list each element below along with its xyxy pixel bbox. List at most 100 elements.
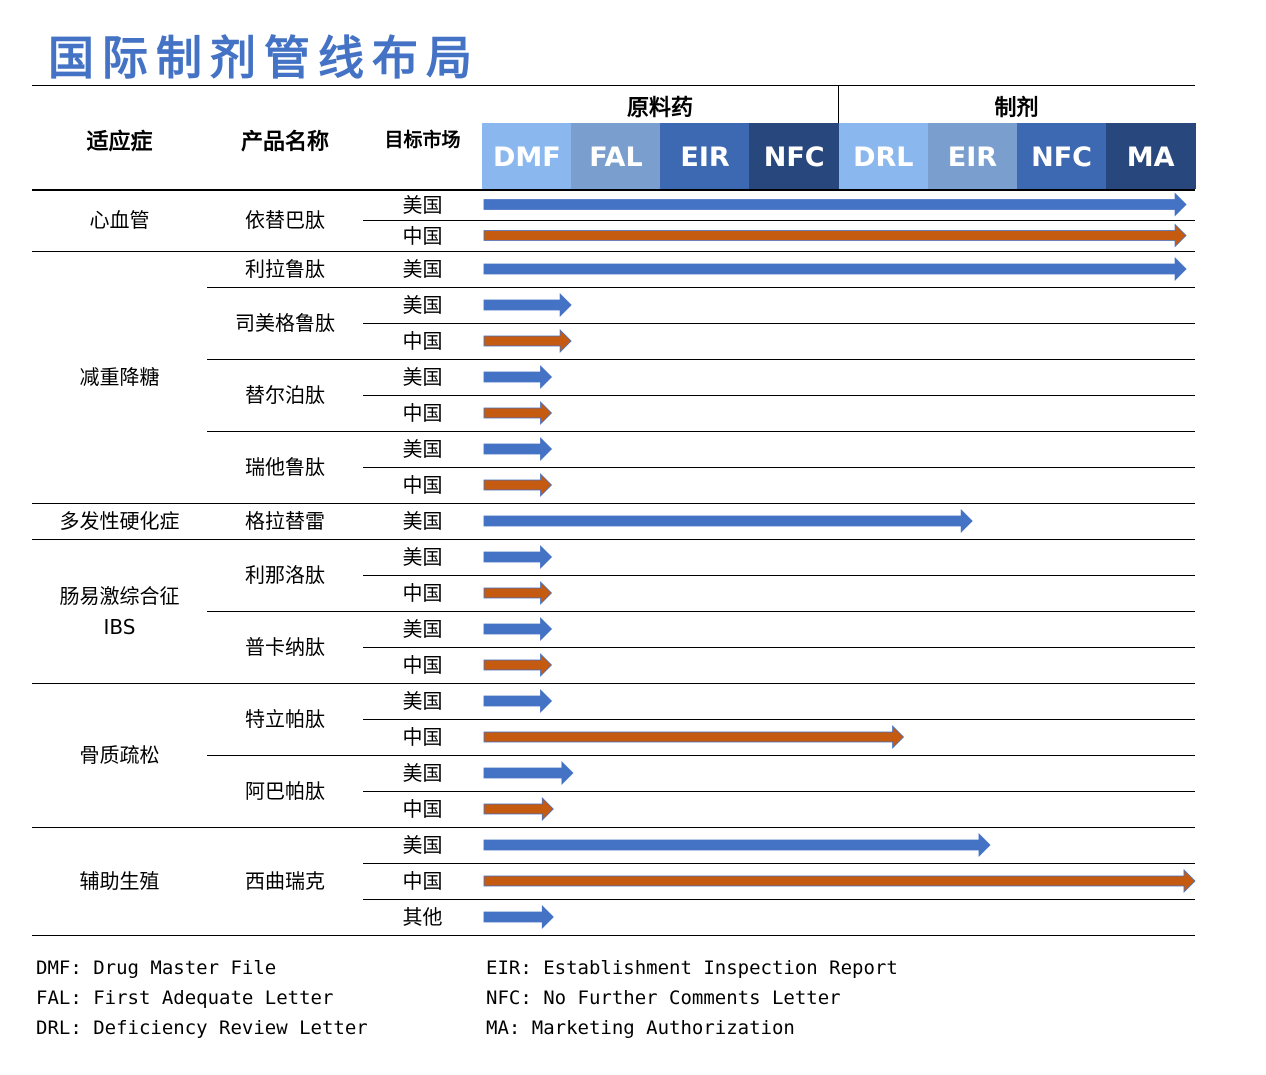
indication-divider	[32, 251, 1195, 252]
market-divider	[363, 220, 1195, 221]
stage-dmf-header: DMF	[482, 123, 572, 189]
indication-name: 心血管	[89, 208, 150, 232]
market-divider	[363, 863, 1195, 864]
market-label: 中国	[402, 653, 443, 677]
stage-eir-header: EIR	[927, 123, 1018, 189]
market-divider	[363, 647, 1195, 648]
progress-arrow-orange	[483, 869, 1196, 893]
legend-dmf: DMF: Drug Master File	[36, 957, 277, 979]
market-label: 美国	[402, 293, 443, 317]
progress-arrow-blue	[483, 192, 1187, 217]
market-label: 中国	[402, 329, 443, 353]
indication-divider	[32, 683, 1195, 684]
progress-arrow-blue	[483, 365, 553, 389]
progress-arrow-orange	[483, 653, 553, 677]
stage-eir-header: EIR	[660, 123, 750, 189]
market-label: 美国	[402, 437, 443, 461]
market-label: 美国	[402, 257, 443, 281]
legend-ma: MA: Marketing Authorization	[486, 1017, 795, 1039]
indication-name: 骨质疏松	[79, 743, 160, 767]
header-indication: 适应症	[86, 129, 153, 155]
progress-arrow-orange	[483, 581, 553, 605]
legend-eir: EIR: Establishment Inspection Report	[486, 957, 898, 979]
indication-divider	[32, 503, 1195, 504]
market-label: 美国	[402, 833, 443, 857]
progress-arrow-blue	[483, 905, 554, 929]
product-divider	[207, 359, 1195, 360]
market-label: 中国	[402, 473, 443, 497]
product-name: 利拉鲁肽	[245, 257, 325, 281]
progress-arrow-blue	[483, 293, 572, 317]
progress-arrow-blue	[483, 257, 1187, 281]
progress-arrow-orange	[483, 797, 554, 821]
progress-arrow-orange	[483, 329, 572, 353]
progress-arrow-blue	[483, 689, 553, 713]
stage-drl-header: DRL	[838, 123, 929, 189]
progress-arrow-blue	[483, 437, 553, 461]
indication-name: 减重降糖	[79, 365, 160, 389]
stage-fal-header: FAL	[571, 123, 661, 189]
market-label: 中国	[402, 725, 443, 749]
market-divider	[363, 575, 1195, 576]
progress-arrow-orange	[483, 401, 553, 425]
progress-arrow-orange	[483, 725, 905, 749]
product-name: 普卡纳肽	[245, 635, 325, 659]
market-label: 美国	[402, 617, 443, 641]
product-divider	[207, 287, 1195, 288]
progress-arrow-blue	[483, 761, 574, 785]
indication-name: 肠易激综合征	[59, 583, 180, 608]
product-name: 西曲瑞克	[245, 869, 325, 893]
market-divider	[363, 791, 1195, 792]
market-divider	[363, 719, 1195, 720]
progress-arrow-blue	[483, 617, 553, 641]
product-name: 特立帕肽	[245, 707, 325, 731]
legend-fal: FAL: First Adequate Letter	[36, 987, 334, 1009]
group-header-formulation: 制剂	[994, 95, 1039, 121]
market-label: 美国	[402, 509, 443, 533]
product-divider	[207, 611, 1195, 612]
progress-arrow-blue	[483, 545, 553, 569]
header-rule	[32, 189, 1195, 191]
indication-divider	[32, 827, 1195, 828]
top-rule	[32, 85, 1195, 86]
market-divider	[363, 467, 1195, 468]
indication-name: 多发性硬化症	[59, 509, 180, 533]
product-name: 利那洛肽	[245, 563, 325, 587]
header-product: 产品名称	[240, 129, 329, 155]
market-label: 中国	[402, 581, 443, 605]
stage-ma-header: MA	[1105, 123, 1196, 189]
indication-subname: IBS	[103, 614, 136, 639]
market-label: 其他	[402, 905, 443, 929]
header-market: 目标市场	[384, 129, 461, 151]
product-name: 依替巴肽	[245, 208, 325, 232]
market-label: 美国	[402, 689, 443, 713]
legend-nfc: NFC: No Further Comments Letter	[486, 987, 841, 1009]
progress-arrow-orange	[483, 223, 1187, 248]
progress-arrow-orange	[483, 473, 553, 497]
product-name: 司美格鲁肽	[235, 311, 335, 335]
indication-name: 辅助生殖	[79, 869, 160, 893]
market-label: 中国	[402, 401, 443, 425]
market-label: 中国	[402, 797, 443, 821]
market-divider	[363, 899, 1195, 900]
market-label: 中国	[402, 869, 443, 893]
product-divider	[207, 755, 1195, 756]
page-title: 国际制剂管线布局	[48, 31, 480, 85]
product-name: 瑞他鲁肽	[245, 455, 325, 479]
legend-drl: DRL: Deficiency Review Letter	[36, 1017, 368, 1039]
market-label: 中国	[402, 223, 443, 248]
stage-nfc-header: NFC	[1016, 123, 1107, 189]
market-label: 美国	[402, 192, 443, 217]
bottom-rule	[32, 935, 1195, 936]
progress-arrow-blue	[483, 833, 991, 857]
market-label: 美国	[402, 365, 443, 389]
market-label: 美国	[402, 761, 443, 785]
progress-arrow-blue	[483, 509, 973, 533]
stage-nfc-header: NFC	[749, 123, 839, 189]
product-divider	[207, 431, 1195, 432]
market-label: 美国	[402, 545, 443, 569]
product-name: 格拉替雷	[245, 509, 325, 533]
product-name: 阿巴帕肽	[245, 779, 325, 803]
indication-divider	[32, 539, 1195, 540]
